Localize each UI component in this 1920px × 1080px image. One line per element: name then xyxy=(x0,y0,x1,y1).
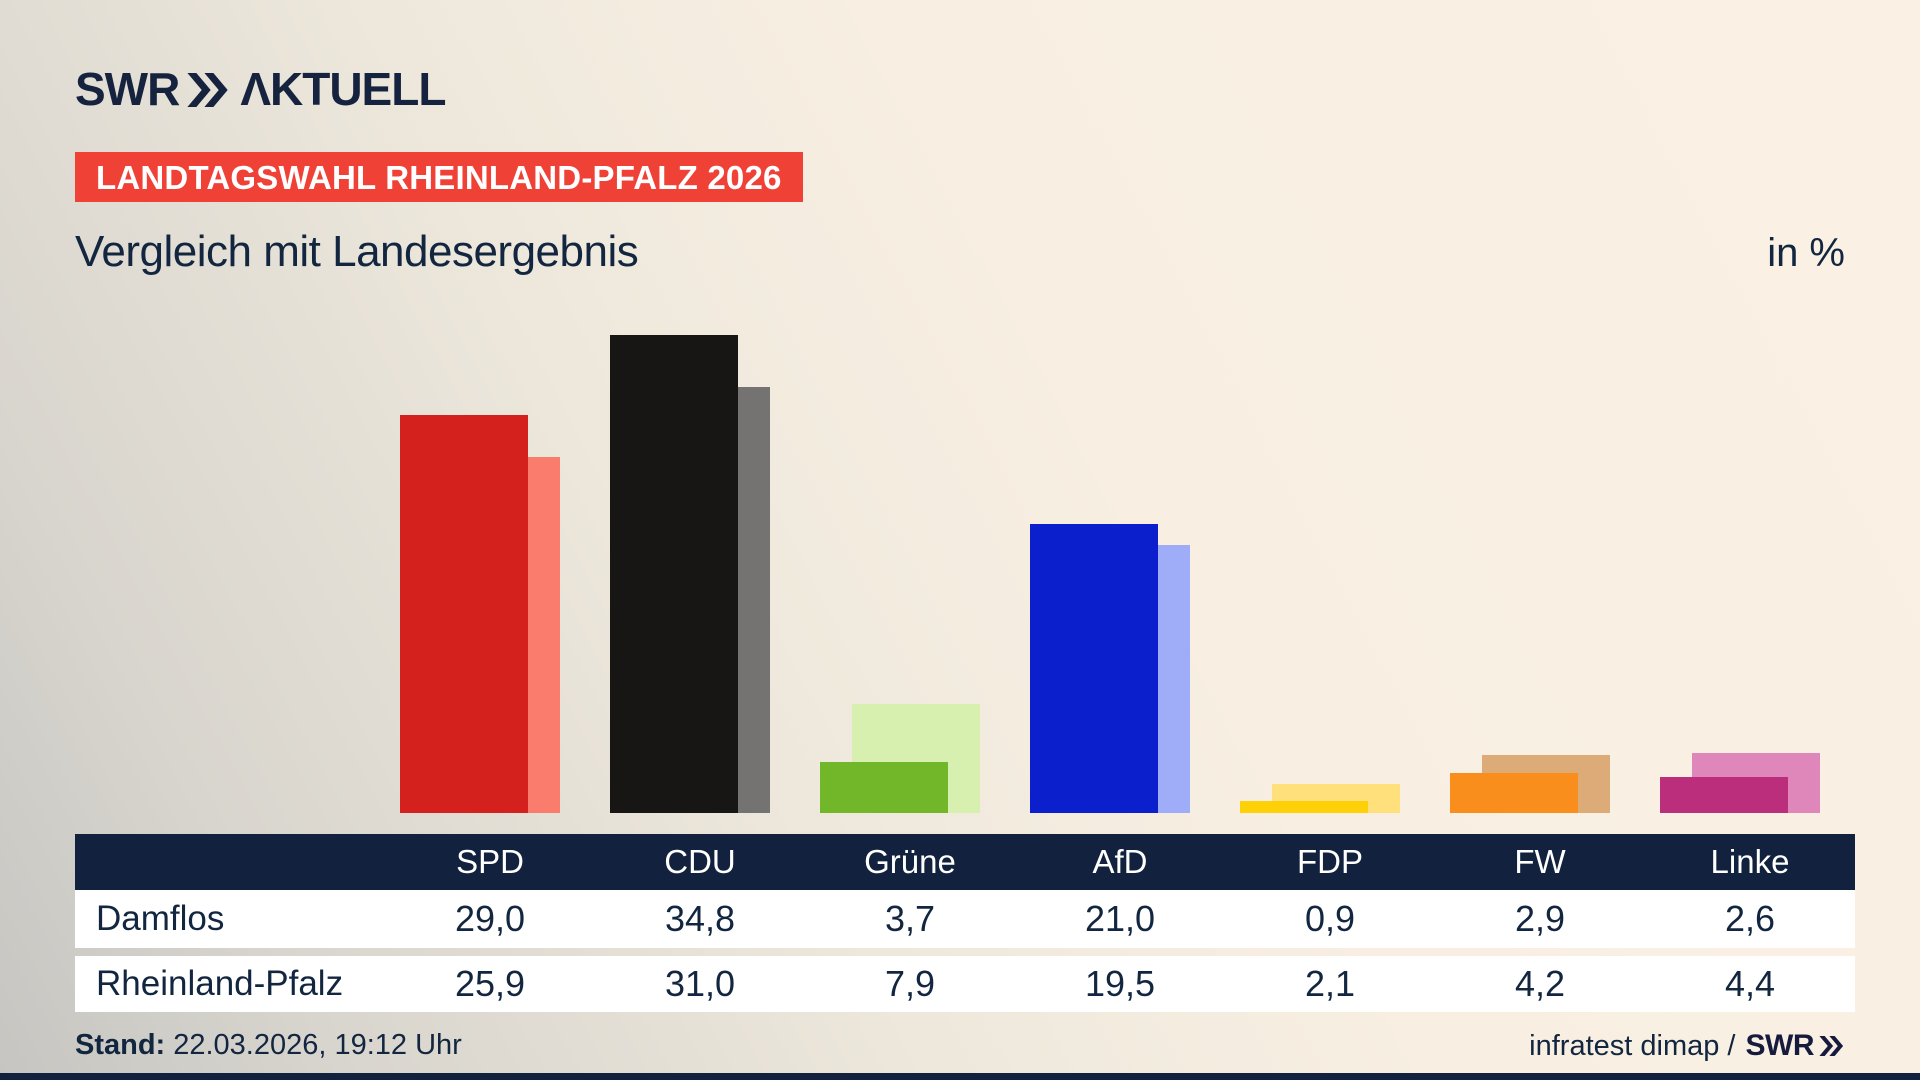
header-cell-linke: Linke xyxy=(1710,843,1790,880)
header-cell-afd: AfD xyxy=(1092,843,1148,880)
page-title: Vergleich mit Landesergebnis xyxy=(75,227,639,276)
value-damflos-fdp: 0,9 xyxy=(1304,898,1356,939)
value-damflos-linke: 2,6 xyxy=(1724,898,1776,939)
election-banner: LANDTAGSWAHL RHEINLAND-PFALZ 2026 xyxy=(75,152,803,202)
source-brand-text: SWR xyxy=(1745,1029,1815,1062)
header-cell-cdu: CDU xyxy=(664,843,736,880)
stand-value: 22.03.2026, 19:12 Uhr xyxy=(173,1029,462,1061)
double-chevron-right-icon xyxy=(187,73,229,107)
table-row-rheinland-pfalz: Rheinland-Pfalz 25,9 31,0 7,9 19,5 2,1 4,2 4,4 xyxy=(75,956,1855,1012)
value-rheinland-pfalz-spd: 25,9 xyxy=(454,963,526,1004)
value-rheinland-pfalz-linke: 4,4 xyxy=(1724,963,1776,1004)
stand-label: Stand: xyxy=(75,1029,166,1061)
value-damflos-fw: 2,9 xyxy=(1514,898,1566,939)
logo-suffix-text: ΛKTUELL xyxy=(240,63,446,115)
bar-damflos-cdu xyxy=(610,335,738,813)
value-damflos-spd: 29,0 xyxy=(454,898,526,939)
row-label-damflos: Damflos xyxy=(96,899,225,938)
header-cell-fdp: FDP xyxy=(1297,843,1363,880)
table-row-damflos: Damflos 29,0 34,8 3,7 21,0 0,9 2,9 2,6 xyxy=(75,890,1855,948)
bar-chart xyxy=(385,0,1855,813)
header-cell-spd: SPD xyxy=(456,843,524,880)
unit-label: in % xyxy=(1767,231,1845,275)
value-rheinland-pfalz-cdu: 31,0 xyxy=(664,963,736,1004)
bar-damflos-grune xyxy=(820,762,948,813)
swr-aktuell-logo: SWR ΛKTUELL xyxy=(75,62,446,116)
double-chevron-right-icon xyxy=(1819,1036,1844,1056)
header-cell-grune: Grüne xyxy=(864,843,956,880)
bar-damflos-fw xyxy=(1450,773,1578,813)
value-damflos-grune: 3,7 xyxy=(884,898,936,939)
bar-damflos-afd xyxy=(1030,524,1158,813)
bar-damflos-fdp xyxy=(1240,801,1368,813)
value-rheinland-pfalz-fw: 4,2 xyxy=(1514,963,1566,1004)
row-label-rheinland-pfalz: Rheinland-Pfalz xyxy=(96,964,344,1003)
bottom-accent-bar xyxy=(0,1073,1920,1080)
source-credit: infratest dimap / SWR xyxy=(1529,1029,1845,1063)
bar-damflos-linke xyxy=(1660,777,1788,813)
value-rheinland-pfalz-grune: 7,9 xyxy=(884,963,936,1004)
value-damflos-afd: 21,0 xyxy=(1084,898,1156,939)
stand-timestamp: Stand: 22.03.2026, 19:12 Uhr xyxy=(75,1029,462,1062)
source-text: infratest dimap / xyxy=(1529,1029,1736,1062)
value-rheinland-pfalz-afd: 19,5 xyxy=(1084,963,1156,1004)
value-rheinland-pfalz-fdp: 2,1 xyxy=(1304,963,1356,1004)
bar-damflos-spd xyxy=(400,415,528,813)
logo-brand-text: SWR xyxy=(75,63,180,115)
table-header-row: SPD CDU Grüne AfD FDP FW Linke xyxy=(75,834,1855,890)
results-table: SPD CDU Grüne AfD FDP FW Linke Damflos 29,0 34,8… xyxy=(75,834,1855,1012)
source-brand: SWR xyxy=(1746,1029,1846,1063)
value-damflos-cdu: 34,8 xyxy=(664,898,736,939)
header-cell-fw: FW xyxy=(1514,843,1566,880)
